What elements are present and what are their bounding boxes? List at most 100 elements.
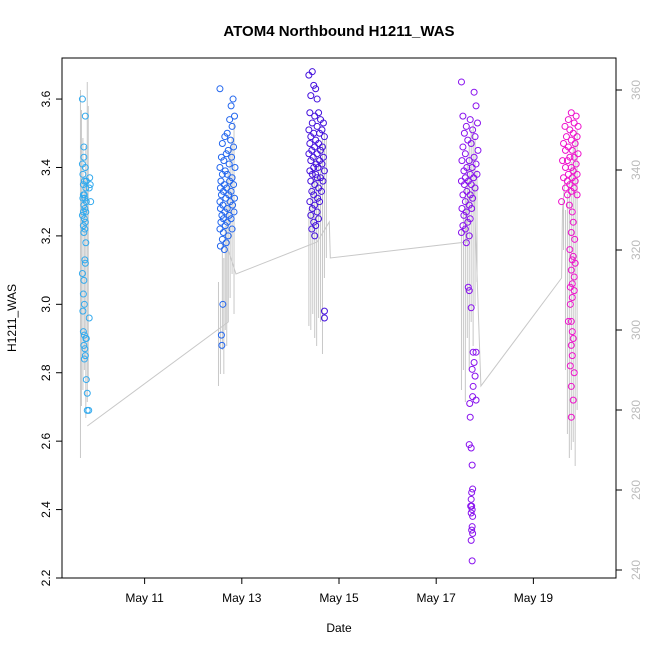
data-point	[457, 78, 465, 86]
data-point	[562, 133, 570, 141]
data-point	[307, 211, 315, 219]
data-point	[470, 88, 478, 96]
data-point	[320, 314, 328, 322]
data-point	[219, 228, 227, 236]
data-point	[81, 194, 89, 202]
data-point	[306, 109, 314, 117]
data-point	[312, 222, 320, 230]
data-point	[82, 335, 90, 343]
data-point	[469, 194, 477, 202]
data-point	[465, 287, 473, 295]
data-point	[81, 163, 89, 171]
data-point	[314, 194, 322, 202]
data-point	[313, 122, 321, 130]
y-right-tick-label: 280	[629, 400, 643, 420]
data-point	[308, 119, 316, 127]
data-point	[231, 163, 239, 171]
data-point	[85, 314, 93, 322]
data-point	[468, 365, 476, 373]
data-point	[457, 228, 465, 236]
data-point	[228, 153, 236, 161]
data-point	[319, 177, 327, 185]
data-point	[566, 181, 574, 189]
data-point	[81, 218, 89, 226]
data-point	[217, 177, 225, 185]
data-point	[563, 191, 571, 199]
data-point	[472, 396, 480, 404]
data-point	[315, 215, 323, 223]
data-point	[462, 239, 470, 247]
data-point	[313, 95, 321, 103]
data-point	[459, 112, 467, 120]
data-point	[469, 512, 477, 520]
data-point	[570, 119, 578, 127]
data-point	[310, 218, 318, 226]
data-point	[217, 331, 225, 339]
data-point	[228, 122, 236, 130]
data-point	[464, 218, 472, 226]
data-point	[227, 215, 235, 223]
data-point	[458, 205, 466, 213]
data-point	[86, 174, 94, 182]
data-point	[78, 270, 86, 278]
data-point	[566, 283, 574, 291]
data-point	[319, 119, 327, 127]
data-point	[87, 198, 95, 206]
data-point	[462, 122, 470, 130]
data-point	[224, 232, 232, 240]
data-point	[569, 129, 577, 137]
data-point	[467, 509, 475, 517]
data-point	[465, 232, 473, 240]
data-point	[227, 102, 235, 110]
data-point	[469, 485, 477, 493]
data-point	[468, 163, 476, 171]
data-point	[311, 232, 319, 240]
data-point	[567, 382, 575, 390]
data-point	[218, 211, 226, 219]
data-point	[320, 133, 328, 141]
y-tick-label: 2.2	[39, 569, 53, 586]
gray-series-line	[87, 177, 566, 427]
data-point	[466, 116, 474, 124]
data-point	[567, 187, 575, 195]
data-point	[559, 157, 567, 165]
data-point	[468, 205, 476, 213]
data-point	[570, 153, 578, 161]
data-point	[468, 506, 476, 514]
data-point	[222, 150, 230, 158]
data-point	[472, 102, 480, 110]
data-point	[565, 201, 573, 209]
data-point	[85, 406, 93, 414]
data-point	[80, 341, 88, 349]
data-point	[316, 129, 324, 137]
data-point	[560, 140, 568, 148]
data-point	[86, 181, 94, 189]
x-tick-label: May 15	[319, 591, 359, 605]
data-point	[468, 526, 476, 534]
data-point	[80, 143, 88, 151]
data-point	[469, 530, 477, 538]
data-point	[229, 95, 237, 103]
data-point	[569, 335, 577, 343]
data-point	[79, 307, 87, 315]
data-point	[305, 126, 313, 134]
data-point	[228, 225, 236, 233]
data-point	[468, 523, 476, 531]
data-point	[222, 194, 230, 202]
data-point	[81, 225, 89, 233]
data-point	[572, 160, 580, 168]
data-point	[216, 225, 224, 233]
data-point	[305, 71, 313, 79]
data-point	[470, 174, 478, 182]
data-point	[81, 256, 89, 264]
data-point	[80, 276, 88, 284]
data-point	[469, 126, 477, 134]
data-point	[470, 358, 478, 366]
data-point	[470, 153, 478, 161]
data-point	[472, 160, 480, 168]
data-point	[79, 208, 87, 216]
data-point	[79, 290, 87, 298]
data-point	[308, 187, 316, 195]
data-point	[472, 348, 480, 356]
